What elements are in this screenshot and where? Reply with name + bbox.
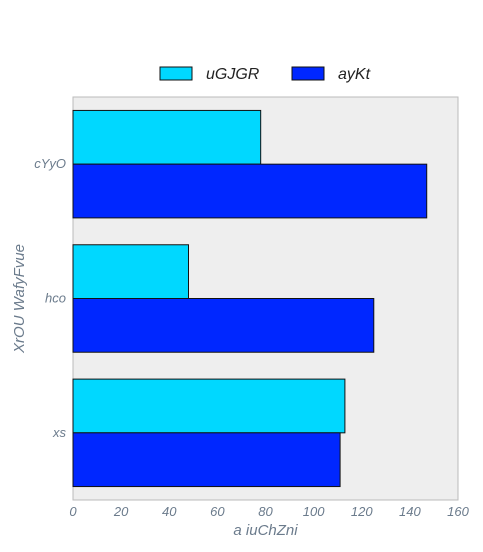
bar-ayKt-xs — [72, 432, 341, 488]
legend-label-uGJGR: uGJGR — [206, 66, 260, 83]
y-tick-label: cYyO — [34, 156, 66, 171]
legend-swatch-uGJGR — [159, 66, 193, 81]
y-tick-label: hco — [45, 291, 66, 306]
x-axis-label: a iuChZni — [233, 522, 298, 539]
x-tick-label: 40 — [162, 504, 177, 519]
x-axis-ticks: 0 20 40 60 80 100 120 140 160 — [69, 504, 469, 519]
bars-group — [72, 109, 428, 488]
bar-uGJGR-xs — [72, 378, 346, 434]
y-tick-label: xs — [52, 425, 67, 440]
x-tick-label: 120 — [351, 504, 373, 519]
x-tick-label: 140 — [399, 504, 421, 519]
bar-uGJGR-cYyO — [72, 109, 262, 165]
legend-swatch-ayKt — [291, 66, 325, 81]
x-tick-label: 80 — [258, 504, 273, 519]
y-axis-label: XrOU WafyFvue — [11, 244, 28, 354]
y-axis-ticks: cYyO hco xs — [34, 156, 66, 440]
x-tick-label: 100 — [303, 504, 325, 519]
legend: uGJGR ayKt — [159, 66, 371, 83]
bar-ayKt-hco — [72, 298, 375, 353]
bar-uGJGR-hco — [72, 244, 189, 299]
legend-label-ayKt: ayKt — [338, 66, 371, 83]
x-tick-label: 60 — [210, 504, 225, 519]
bar-ayKt-cYyO — [72, 163, 428, 219]
x-tick-label: 20 — [113, 504, 129, 519]
x-tick-label: 160 — [447, 504, 469, 519]
x-tick-label: 0 — [69, 504, 77, 519]
